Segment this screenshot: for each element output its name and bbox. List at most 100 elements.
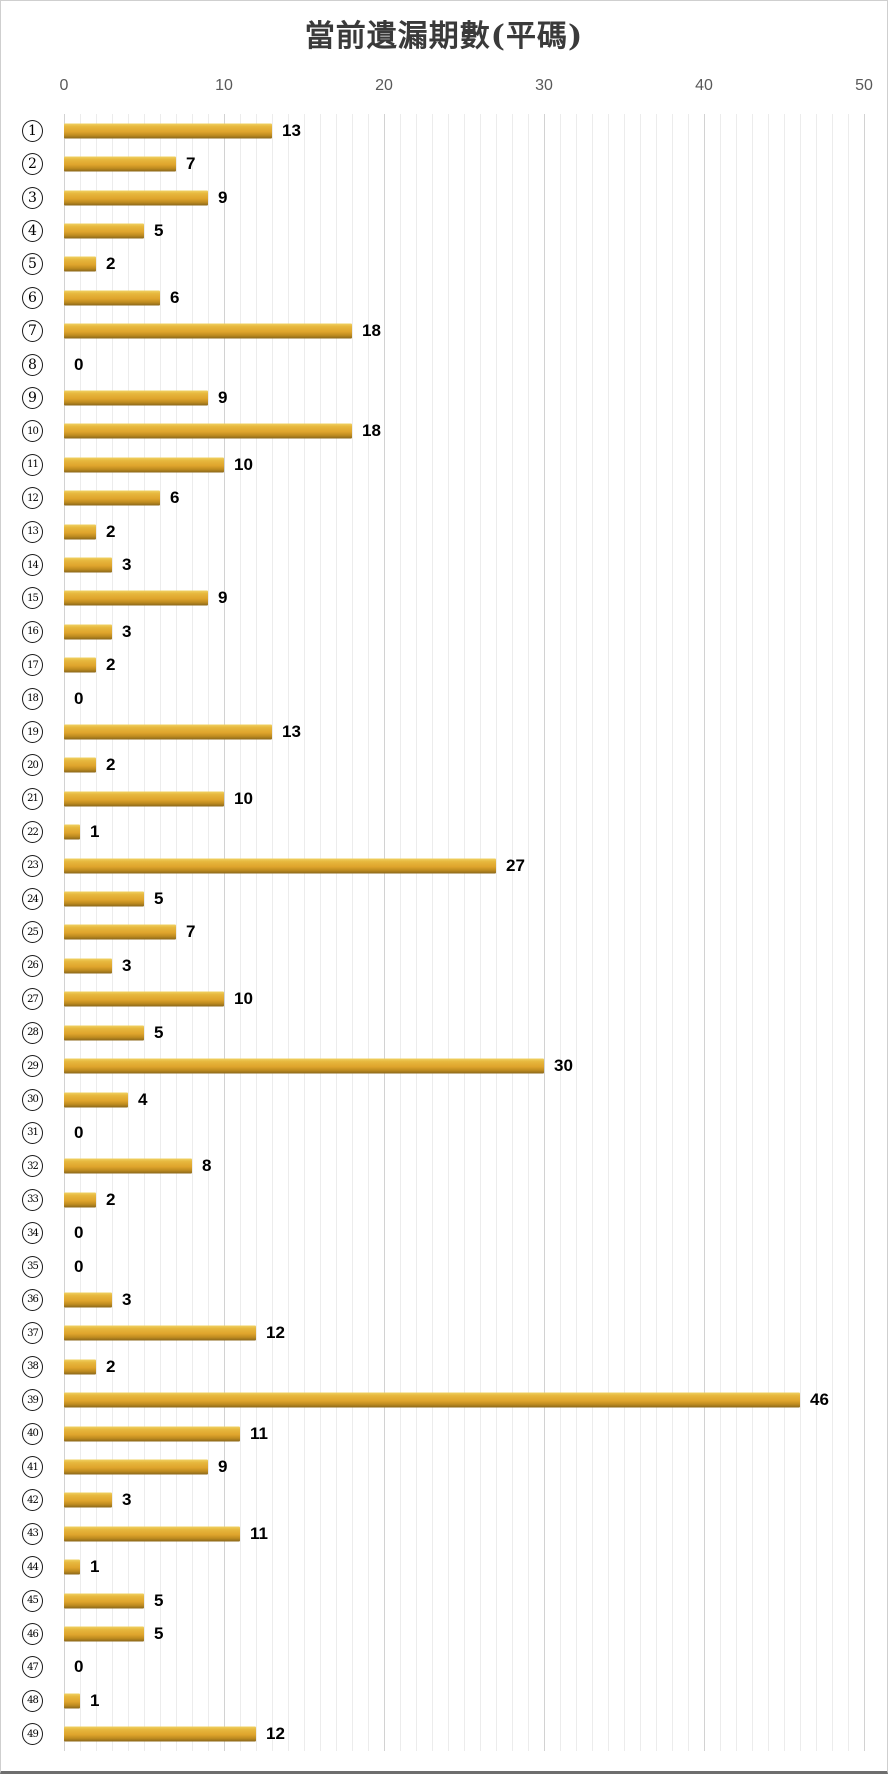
bar xyxy=(64,1726,256,1742)
bar-row: 37 12 xyxy=(1,1317,887,1350)
bar xyxy=(64,1626,144,1642)
value-label: 18 xyxy=(362,321,381,341)
bar-row: 15 9 xyxy=(1,582,887,615)
bar xyxy=(64,1092,128,1108)
bar xyxy=(64,1459,208,1475)
bar xyxy=(64,156,176,172)
value-label: 2 xyxy=(106,755,116,775)
bar xyxy=(64,223,144,239)
value-label: 5 xyxy=(154,1590,164,1610)
category-label: 28 xyxy=(22,1021,43,1044)
bar-row: 39 46 xyxy=(1,1384,887,1417)
category-label: 1 xyxy=(22,119,43,142)
value-label: 11 xyxy=(250,1523,268,1543)
category-label: 35 xyxy=(22,1255,43,1278)
bar xyxy=(64,524,96,540)
bar-row: 44 1 xyxy=(1,1551,887,1584)
bar xyxy=(64,1526,240,1542)
plot-gridlines xyxy=(64,114,865,1751)
value-label: 3 xyxy=(122,1289,132,1309)
category-label: 20 xyxy=(22,754,43,777)
category-label: 9 xyxy=(22,386,43,409)
value-label: 3 xyxy=(122,621,132,641)
bar-row: 27 10 xyxy=(1,983,887,1016)
category-label: 29 xyxy=(22,1055,43,1078)
category-label: 12 xyxy=(22,487,43,510)
category-label: 32 xyxy=(22,1155,43,1178)
bar-row: 10 18 xyxy=(1,415,887,448)
bar-row: 25 7 xyxy=(1,916,887,949)
value-label: 13 xyxy=(282,722,301,742)
bar xyxy=(64,958,112,974)
category-label: 25 xyxy=(22,921,43,944)
bar-row: 19 13 xyxy=(1,715,887,748)
bar-row: 30 4 xyxy=(1,1083,887,1116)
value-label: 1 xyxy=(90,1557,100,1577)
category-label: 24 xyxy=(22,888,43,911)
category-label: 15 xyxy=(22,587,43,610)
value-label: 30 xyxy=(554,1056,573,1076)
category-label: 11 xyxy=(22,453,43,476)
category-label: 33 xyxy=(22,1188,43,1211)
value-label: 7 xyxy=(186,922,196,942)
category-label: 10 xyxy=(22,420,43,443)
value-label: 0 xyxy=(74,688,84,708)
bar xyxy=(64,1593,144,1609)
bar-row: 45 5 xyxy=(1,1584,887,1617)
bar xyxy=(64,1292,112,1308)
value-label: 9 xyxy=(218,187,228,207)
category-label: 47 xyxy=(22,1656,43,1679)
bar-row: 14 3 xyxy=(1,548,887,581)
category-label: 23 xyxy=(22,854,43,877)
bar xyxy=(64,490,160,506)
value-label: 5 xyxy=(154,1022,164,1042)
bar xyxy=(64,1025,144,1041)
value-label: 5 xyxy=(154,220,164,240)
value-label: 0 xyxy=(74,1657,84,1677)
bar-row: 29 30 xyxy=(1,1049,887,1082)
bar xyxy=(64,323,352,339)
x-tick-label: 20 xyxy=(375,77,393,94)
category-label: 42 xyxy=(22,1489,43,1512)
bar xyxy=(64,724,272,740)
bar xyxy=(64,791,224,807)
chart-title: 當前遺漏期數(平碼) xyxy=(304,19,584,54)
value-label: 27 xyxy=(506,855,525,875)
category-label: 19 xyxy=(22,721,43,744)
value-label: 12 xyxy=(266,1323,285,1343)
value-label: 2 xyxy=(106,655,116,675)
bar xyxy=(64,290,160,306)
bar-row: 49 12 xyxy=(1,1718,887,1751)
bar-row: 43 11 xyxy=(1,1517,887,1550)
bar xyxy=(64,924,176,940)
value-label: 10 xyxy=(234,788,253,808)
bar-row: 31 0 xyxy=(1,1116,887,1149)
value-label: 0 xyxy=(74,1122,84,1142)
value-label: 9 xyxy=(218,1457,228,1477)
category-label: 26 xyxy=(22,954,43,977)
bar xyxy=(64,123,272,139)
value-label: 5 xyxy=(154,889,164,909)
category-label: 18 xyxy=(22,687,43,710)
value-label: 0 xyxy=(74,354,84,374)
bar-row: 12 6 xyxy=(1,481,887,514)
category-label: 39 xyxy=(22,1389,43,1412)
category-label: 40 xyxy=(22,1422,43,1445)
bar xyxy=(64,423,352,439)
category-label: 4 xyxy=(22,219,43,242)
value-label: 5 xyxy=(154,1624,164,1644)
bar xyxy=(64,1359,96,1375)
bar xyxy=(64,590,208,606)
bar-row: 36 3 xyxy=(1,1283,887,1316)
value-label: 18 xyxy=(362,421,381,441)
bar-row: 42 3 xyxy=(1,1484,887,1517)
value-label: 11 xyxy=(250,1423,268,1443)
bar-row: 20 2 xyxy=(1,749,887,782)
category-label: 6 xyxy=(22,286,43,309)
category-label: 41 xyxy=(22,1456,43,1479)
category-label: 17 xyxy=(22,654,43,677)
value-label: 7 xyxy=(186,154,196,174)
